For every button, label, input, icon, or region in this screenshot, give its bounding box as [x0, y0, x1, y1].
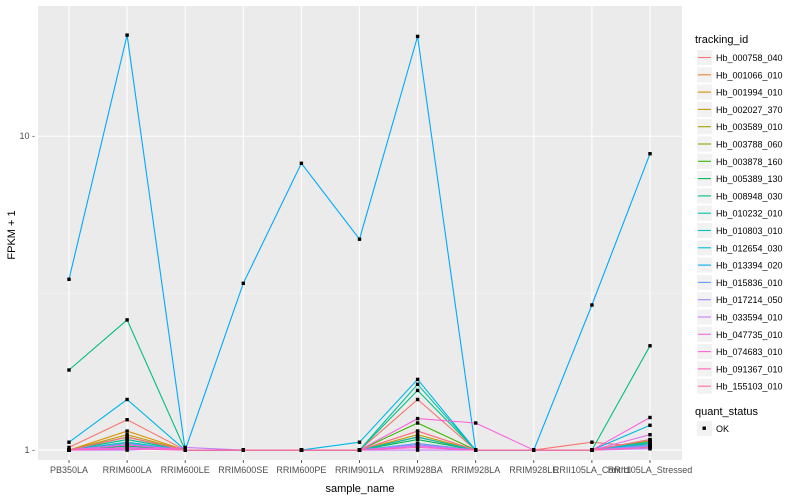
data-point [648, 415, 652, 420]
data-point [415, 388, 420, 393]
data-point [648, 433, 652, 437]
data-point [415, 429, 420, 433]
legend-label: Hb_012654_030 [716, 243, 783, 253]
data-point [125, 433, 129, 437]
y-tick-label: 1 - [24, 445, 35, 455]
data-point [125, 33, 129, 37]
data-point [299, 161, 304, 165]
legend-label: Hb_001994_010 [716, 88, 783, 98]
data-point [125, 429, 129, 433]
legend-label: Hb_010803_010 [716, 226, 783, 236]
data-point [415, 416, 420, 421]
x-tick-label: RRIM901LA [335, 465, 384, 475]
legend-label: Hb_008948_030 [716, 191, 783, 201]
data-point [67, 448, 71, 452]
legend-label: Hb_047735_010 [716, 330, 783, 340]
data-point [415, 34, 420, 39]
x-tick-label: RRIM600PE [276, 465, 326, 475]
data-point [590, 448, 594, 452]
data-point [183, 448, 187, 452]
data-point [125, 418, 129, 422]
legend-label: Hb_013394_020 [716, 261, 783, 271]
data-point [415, 377, 420, 382]
data-point [474, 421, 478, 425]
legend-label: Hb_001066_010 [716, 70, 783, 80]
data-point [67, 368, 71, 372]
legend-label: Hb_033594_010 [716, 313, 783, 323]
legend-label: Hb_003589_010 [716, 122, 783, 132]
x-axis: PB350LA RRIM600LA RRIM600LE RRIM600SE RRIM60… [50, 460, 692, 475]
x-axis-title: sample_name [325, 483, 394, 495]
y-tick-label: 10 - [19, 131, 35, 141]
shape-legend-label: OK [716, 424, 729, 434]
data-point [415, 437, 420, 442]
data-point [357, 440, 362, 444]
data-points [67, 33, 652, 452]
x-tick-label: RRII105LA_Stressed [608, 465, 693, 475]
data-point [67, 440, 71, 444]
legend-label: Hb_005389_130 [716, 174, 783, 184]
x-tick-label: PB350LA [50, 465, 88, 475]
data-point [357, 237, 362, 241]
data-point [415, 445, 420, 450]
data-point [67, 445, 71, 450]
data-point [648, 152, 652, 156]
data-point [125, 397, 129, 402]
data-point [415, 433, 420, 437]
data-point [590, 303, 594, 307]
data-point [125, 437, 129, 442]
x-tick-label: RRIM600LA [103, 465, 152, 475]
data-point [415, 382, 420, 386]
data-point [648, 445, 652, 450]
legend: tracking_id Hb_000758_040Hb_001066_010Hb… [695, 34, 783, 436]
data-point [648, 437, 652, 442]
x-tick-label: RRIM600LE [161, 465, 210, 475]
data-point [648, 423, 652, 427]
data-point [125, 435, 129, 439]
x-tick-label: RRIM600SE [218, 465, 268, 475]
data-point [125, 447, 129, 451]
data-point [67, 277, 71, 281]
shape-legend-title: quant_status [695, 406, 758, 418]
x-tick-label: RRII105LA_Control [553, 465, 631, 475]
data-point [415, 448, 420, 452]
data-point [125, 443, 129, 447]
legend-title: tracking_id [695, 34, 748, 46]
y-axis-title: FPKM + 1 [6, 210, 18, 259]
data-point [241, 448, 245, 452]
data-point [415, 421, 420, 425]
legend-label: Hb_010232_010 [716, 209, 783, 219]
data-point [125, 318, 129, 322]
x-tick-label: RRIM928LE [509, 465, 558, 475]
legend-label: Hb_002027_370 [716, 105, 783, 115]
y-axis: 1 - 10 - [19, 131, 35, 455]
legend-label: Hb_091367_010 [716, 364, 783, 374]
legend-label: Hb_155103_010 [716, 382, 783, 392]
x-tick-label: RRIM928LA [451, 465, 500, 475]
legend-label: Hb_017214_050 [716, 295, 783, 305]
legend-items: Hb_000758_040 Hb_001066_010 Hb_001994_010 H… [697, 50, 783, 394]
legend-label: Hb_015836_010 [716, 278, 783, 288]
legend-label: Hb_000758_040 [716, 53, 783, 63]
data-point [590, 440, 594, 444]
data-point [648, 344, 652, 348]
data-point [241, 281, 245, 285]
data-point [648, 440, 652, 444]
shape-legend-point [702, 426, 706, 430]
legend-label: Hb_003788_060 [716, 140, 783, 150]
data-point [532, 448, 536, 452]
legend-label: Hb_003878_160 [716, 157, 783, 167]
data-point [183, 445, 187, 450]
data-point [357, 448, 362, 452]
data-point [474, 448, 478, 452]
data-point [415, 435, 420, 439]
data-point [415, 397, 420, 402]
x-tick-label: RRIM928BA [393, 465, 443, 475]
data-point [299, 448, 304, 452]
legend-label: Hb_074683_010 [716, 347, 783, 357]
